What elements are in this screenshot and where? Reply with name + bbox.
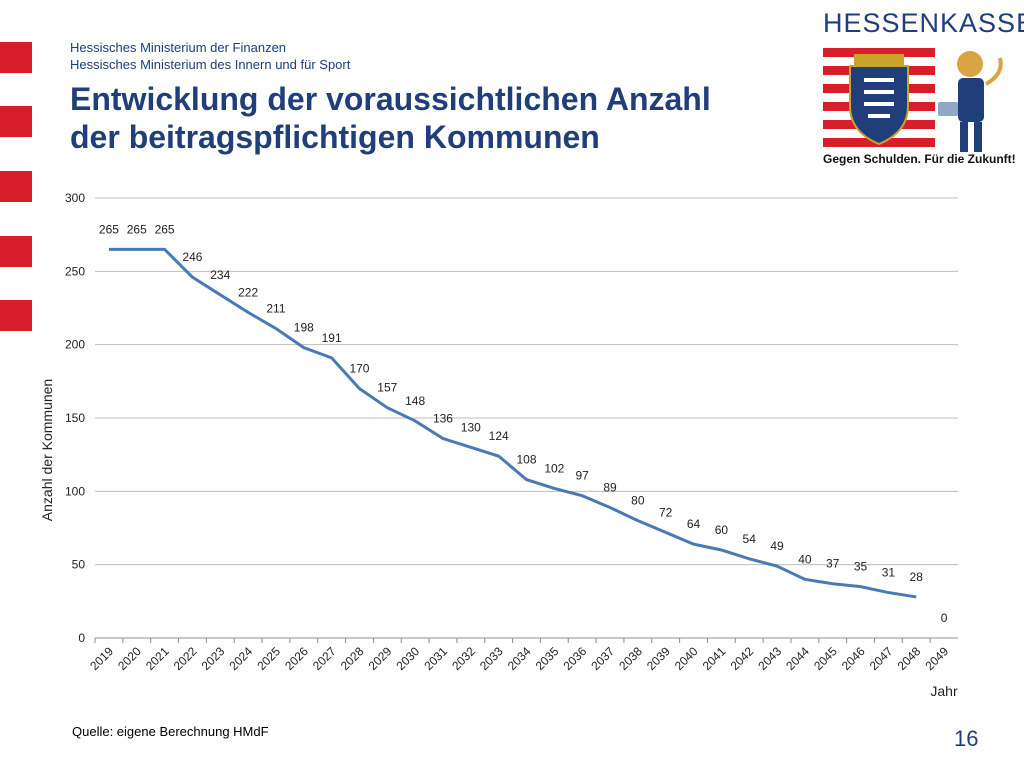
data-label: 198 xyxy=(294,321,314,335)
x-tick-label: 2031 xyxy=(421,644,450,673)
data-label: 246 xyxy=(182,250,202,264)
data-label: 130 xyxy=(461,420,481,434)
data-label: 40 xyxy=(798,552,812,566)
data-label: 31 xyxy=(882,566,896,580)
x-tick-label: 2033 xyxy=(477,644,506,673)
decor-red-block-1 xyxy=(0,42,32,73)
ministry-interior-label: Hessisches Ministerium des Innern und fü… xyxy=(70,57,351,72)
data-label: 211 xyxy=(266,302,285,316)
x-tick-label: 2047 xyxy=(867,644,896,673)
y-tick-label: 300 xyxy=(65,191,85,205)
data-label: 191 xyxy=(322,331,342,345)
x-tick-label: 2040 xyxy=(672,644,701,673)
y-tick-label: 250 xyxy=(65,264,85,278)
data-label: 124 xyxy=(489,429,509,443)
x-tick-label: 2030 xyxy=(393,644,422,673)
x-tick-label: 2037 xyxy=(588,644,617,673)
data-label: 49 xyxy=(770,539,784,553)
data-label: 234 xyxy=(210,268,230,282)
data-label: 0 xyxy=(941,611,948,625)
page-title-line-1: Entwicklung der voraussichtlichen Anzahl xyxy=(70,81,711,117)
x-tick-label: 2024 xyxy=(226,644,255,673)
data-label: 157 xyxy=(377,381,397,395)
source-note: Quelle: eigene Berechnung HMdF xyxy=(72,724,269,739)
page-number: 16 xyxy=(954,726,979,751)
data-label: 170 xyxy=(349,362,369,376)
y-tick-label: 0 xyxy=(78,631,85,645)
x-axis-label: Jahr xyxy=(930,683,958,699)
x-tick-label: 2022 xyxy=(171,644,200,673)
decor-red-block-2 xyxy=(0,106,32,137)
x-tick-label: 2027 xyxy=(310,644,339,673)
data-label: 97 xyxy=(575,469,589,483)
x-tick-label: 2042 xyxy=(728,644,757,673)
page-title-line-2: der beitragspflichtigen Kommunen xyxy=(70,119,600,155)
series-line xyxy=(108,247,917,599)
data-label: 64 xyxy=(687,517,701,531)
data-label: 89 xyxy=(603,480,617,494)
x-tick-label: 2021 xyxy=(143,644,172,673)
data-label: 28 xyxy=(910,570,924,584)
data-label: 265 xyxy=(155,222,175,236)
y-tick-label: 100 xyxy=(65,484,85,498)
data-label: 60 xyxy=(715,523,729,537)
x-tick-label: 2038 xyxy=(616,644,645,673)
decor-red-block-5 xyxy=(0,300,32,331)
decor-red-block-3 xyxy=(0,171,32,202)
x-tick-label: 2049 xyxy=(922,644,951,673)
x-tick-label: 2025 xyxy=(254,644,283,673)
coat-of-arms-icon xyxy=(849,54,909,146)
data-label: 102 xyxy=(544,461,564,475)
x-tick-label: 2034 xyxy=(505,644,534,673)
x-tick-label: 2046 xyxy=(839,644,868,673)
x-tick-label: 2039 xyxy=(644,644,673,673)
data-label: 136 xyxy=(433,412,453,426)
data-label: 54 xyxy=(743,532,757,546)
y-axis-ticks: 0 50 100 150 200 250 300 xyxy=(65,191,85,645)
x-tick-label: 2041 xyxy=(700,644,729,673)
decor-red-block-4 xyxy=(0,236,32,267)
x-tick-label: 2045 xyxy=(811,644,840,673)
hessenkasse-logo: HESSENKASSE Gegen Schulden. Für die Zuku… xyxy=(820,8,1024,170)
logo-graphic xyxy=(823,48,1003,152)
data-label: 148 xyxy=(405,394,425,408)
y-tick-label: 150 xyxy=(65,411,85,425)
data-label: 265 xyxy=(99,222,119,236)
chart-grid xyxy=(94,197,958,643)
ministry-finance-label: Hessisches Ministerium der Finanzen xyxy=(70,40,287,55)
y-axis-label: Anzahl der Kommunen xyxy=(39,379,55,521)
logo-wordmark: HESSENKASSE xyxy=(823,8,1024,38)
x-tick-label: 2020 xyxy=(115,644,144,673)
x-tick-label: 2043 xyxy=(755,644,784,673)
x-tick-label: 2026 xyxy=(282,644,311,673)
data-label: 222 xyxy=(238,285,258,299)
x-tick-label: 2044 xyxy=(783,644,812,673)
data-label: 108 xyxy=(516,453,536,467)
x-tick-label: 2019 xyxy=(87,644,116,673)
logo-slogan: Gegen Schulden. Für die Zukunft! xyxy=(823,152,1016,166)
x-tick-label: 2032 xyxy=(449,644,478,673)
data-label: 72 xyxy=(659,505,673,519)
data-label: 265 xyxy=(127,222,147,236)
data-labels: 265 265 265 246 234 222 211 198 191 170 157 148 136 1… xyxy=(99,222,948,625)
x-axis-ticks: 2019 2020 2021 2022 2023 2024 2025 2026 2027 2028… xyxy=(87,644,951,673)
x-tick-label: 2036 xyxy=(561,644,590,673)
page-title: Entwicklung der voraussichtlichen Anzahl… xyxy=(70,80,790,156)
x-tick-label: 2023 xyxy=(199,644,228,673)
data-label: 37 xyxy=(826,557,840,571)
x-tick-label: 2035 xyxy=(533,644,562,673)
y-tick-label: 200 xyxy=(65,338,85,352)
x-tick-label: 2028 xyxy=(338,644,367,673)
lion-mascot-icon xyxy=(938,51,1003,152)
data-label: 80 xyxy=(631,494,645,508)
y-tick-label: 50 xyxy=(72,558,86,572)
data-label: 35 xyxy=(854,560,868,574)
x-tick-label: 2048 xyxy=(895,644,924,673)
x-tick-label: 2029 xyxy=(366,644,395,673)
